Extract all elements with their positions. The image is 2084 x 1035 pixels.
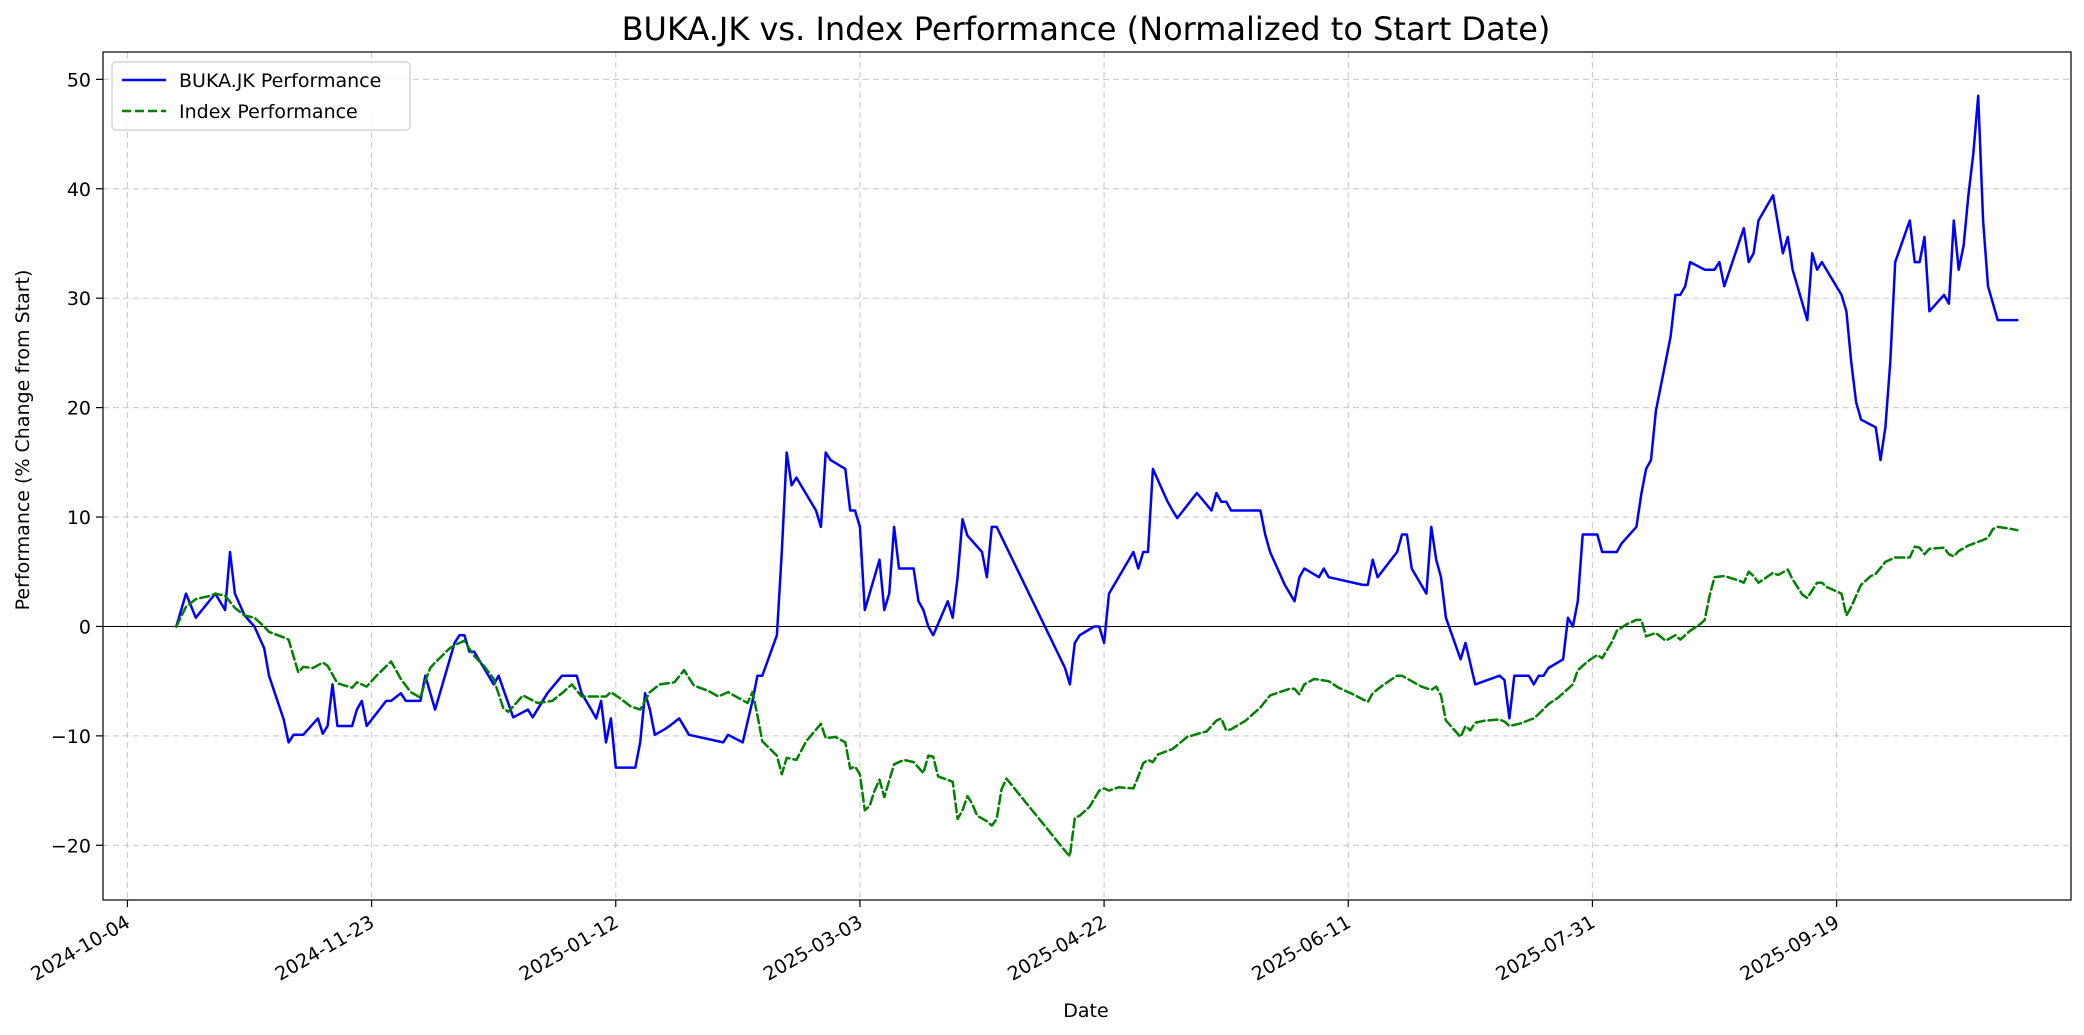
- x-axis-label: Date: [1063, 1000, 1108, 1022]
- series-line-index: [175, 525, 2019, 858]
- x-tick-label: 2025-07-31: [1492, 911, 1599, 985]
- y-tick-label: −10: [51, 726, 91, 748]
- y-tick-label: 30: [67, 288, 91, 310]
- x-tick-label: 2024-10-04: [27, 911, 134, 985]
- y-axis-label: Performance (% Change from Start): [12, 270, 34, 611]
- x-tick-label: 2025-06-11: [1248, 911, 1355, 985]
- x-tick-label: 2025-09-19: [1736, 911, 1843, 985]
- y-tick-label: 0: [79, 616, 91, 638]
- y-tick-label: 50: [67, 69, 91, 91]
- y-tick-label: 10: [67, 507, 91, 529]
- legend-box: [111, 61, 411, 131]
- series-line-buka: [175, 94, 2019, 769]
- series-lines: [175, 94, 2019, 858]
- y-tick-label: 40: [67, 179, 91, 201]
- y-tick-label: 20: [67, 398, 91, 420]
- y-axis-ticks: −20 −10 0 10 20 30 40 50: [51, 69, 103, 857]
- plot-frame: [102, 51, 2072, 901]
- chart-title: BUKA.JK vs. Index Performance (Normalize…: [622, 10, 1551, 48]
- legend-label-buka: BUKA.JK Performance: [179, 70, 381, 92]
- x-tick-label: 2025-03-03: [760, 911, 867, 985]
- x-tick-label: 2024-11-23: [271, 911, 378, 985]
- legend: BUKA.JK Performance Index Performance: [111, 61, 411, 131]
- grid: [103, 52, 2071, 900]
- y-tick-label: −20: [51, 835, 91, 857]
- x-tick-label: 2025-01-12: [516, 911, 623, 985]
- x-axis-ticks: 2024-10-04 2024-11-23 2025-01-12 2025-03-03…: [27, 900, 1843, 986]
- legend-label-index: Index Performance: [179, 101, 358, 123]
- x-tick-label: 2025-04-22: [1004, 911, 1111, 985]
